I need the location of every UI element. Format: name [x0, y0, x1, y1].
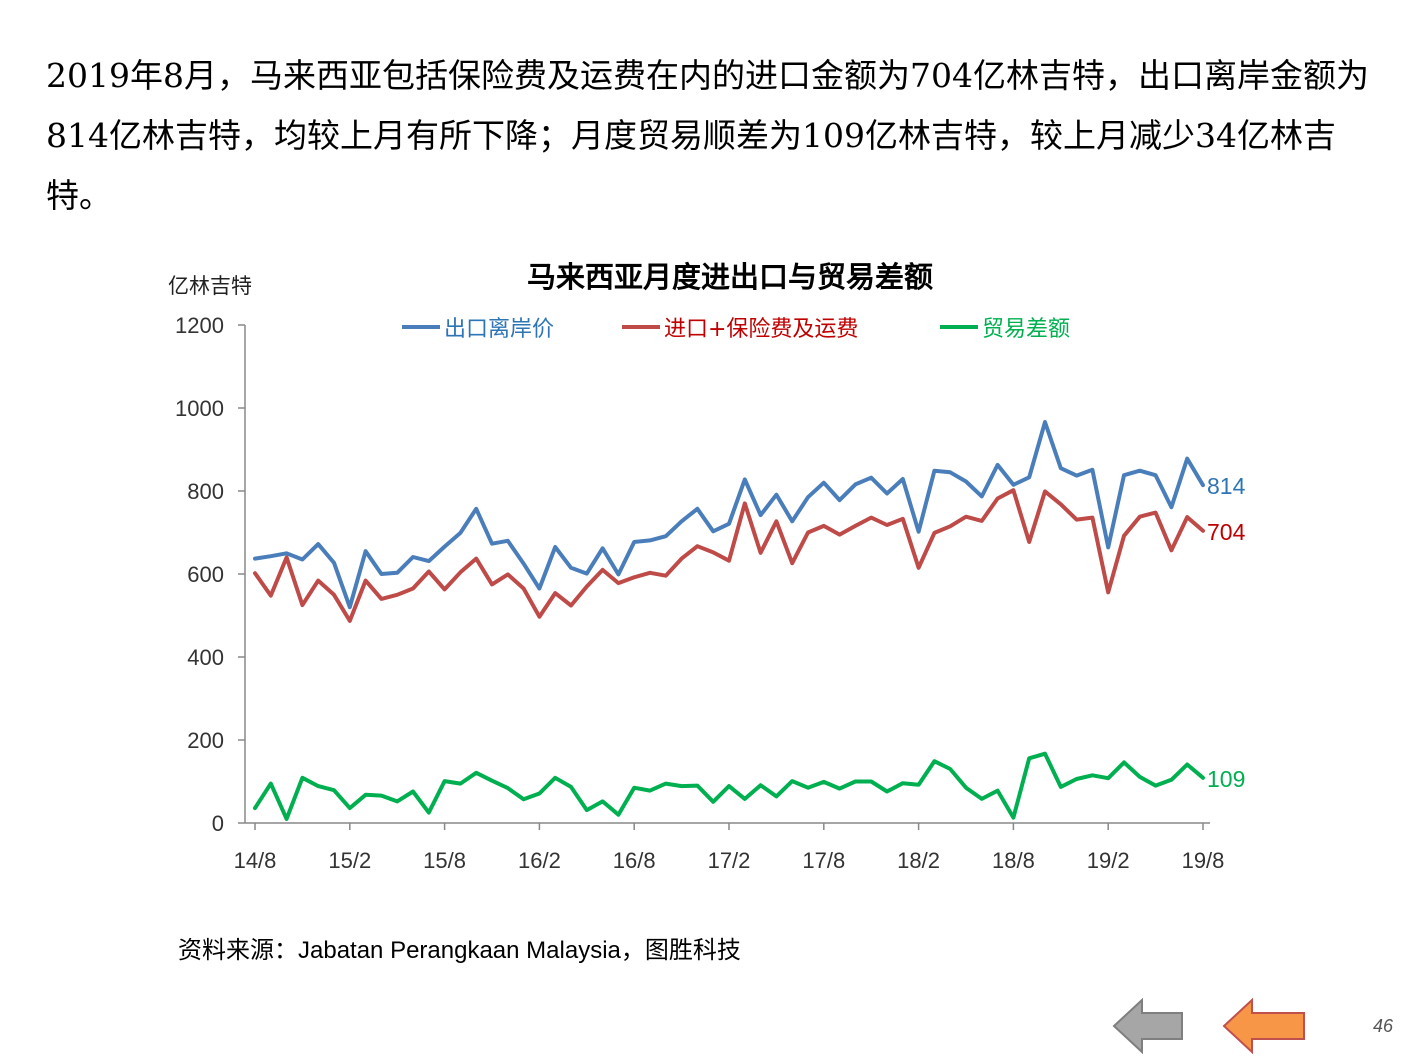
left-arrow-orange-icon: [1222, 998, 1305, 1054]
x-tick-label: 19/2: [1087, 848, 1130, 873]
x-tick-label: 14/8: [234, 848, 277, 873]
chart-series-lines: [253, 420, 1205, 821]
y-axis-label: 亿林吉特: [168, 274, 252, 298]
x-tick-label: 16/2: [518, 848, 561, 873]
y-tick-label: 1000: [175, 396, 224, 421]
y-tick-label: 600: [187, 562, 224, 587]
next-page-button[interactable]: [1222, 998, 1306, 1054]
series-line: [253, 488, 1205, 623]
x-tick-label: 18/2: [897, 848, 940, 873]
x-tick-label: 18/8: [992, 848, 1035, 873]
left-arrow-gray-icon: [1112, 998, 1183, 1054]
chart-legend: 出口离岸价 进口+保险费及运费 贸易差额: [402, 317, 1070, 342]
summary-paragraph: 2019年8月，马来西亚包括保险费及运费在内的进口金额为704亿林吉特，出口离岸…: [46, 56, 1369, 215]
x-tick-label: 15/2: [328, 848, 371, 873]
x-tick-label: 16/8: [613, 848, 656, 873]
x-tick-label: 19/8: [1182, 848, 1225, 873]
x-tick-label: 15/8: [423, 848, 466, 873]
legend-item: 出口离岸价: [444, 317, 554, 342]
series-line: [253, 751, 1205, 821]
end-value-label: 109: [1207, 766, 1245, 792]
end-value-label: 814: [1207, 473, 1246, 499]
chart-end-labels: 814 704 109: [1207, 473, 1246, 792]
y-tick-label: 1200: [175, 313, 224, 338]
y-tick-label: 0: [212, 811, 224, 836]
y-tick-label: 200: [187, 728, 224, 753]
chart-title: 马来西亚月度进出口与贸易差额: [527, 260, 933, 294]
chart-axes: 0 200 400 600 800 1000 1200 14/8 15/2 15/8 16/2 16/…: [175, 313, 1224, 873]
y-tick-label: 800: [187, 479, 224, 504]
source-note: 资料来源：Jabatan Perangkaan Malaysia，图胜科技: [178, 937, 741, 964]
series-line: [253, 420, 1205, 610]
y-tick-label: 400: [187, 645, 224, 670]
legend-item: 贸易差额: [982, 317, 1070, 342]
end-value-label: 704: [1207, 519, 1246, 545]
legend-item: 进口+保险费及运费: [664, 317, 858, 342]
x-tick-label: 17/8: [802, 848, 845, 873]
prev-page-button[interactable]: [1112, 998, 1184, 1054]
x-tick-label: 17/2: [708, 848, 751, 873]
page-number: 46: [1372, 1016, 1393, 1036]
